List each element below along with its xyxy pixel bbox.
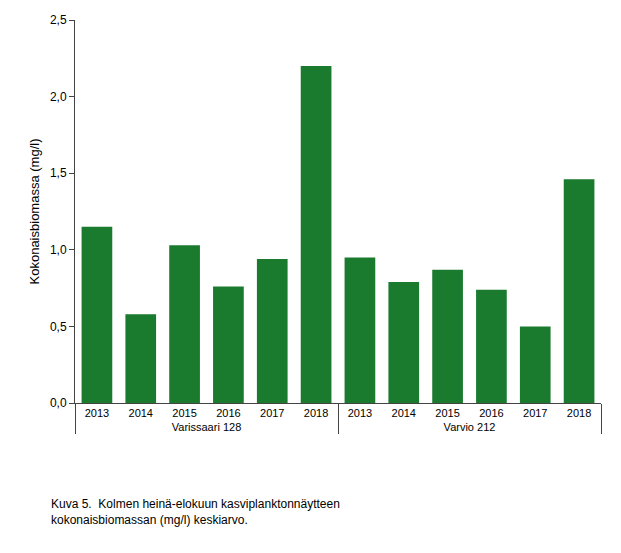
svg-text:Varvio 212: Varvio 212 bbox=[444, 421, 496, 433]
svg-text:0,5: 0,5 bbox=[50, 320, 67, 334]
svg-text:2017: 2017 bbox=[523, 407, 547, 419]
svg-text:2013: 2013 bbox=[85, 407, 109, 419]
svg-text:2018: 2018 bbox=[567, 407, 591, 419]
svg-text:2017: 2017 bbox=[260, 407, 284, 419]
svg-text:2,0: 2,0 bbox=[50, 90, 67, 104]
svg-text:0,0: 0,0 bbox=[50, 396, 67, 410]
svg-text:2016: 2016 bbox=[479, 407, 503, 419]
svg-text:2016: 2016 bbox=[216, 407, 240, 419]
svg-text:2014: 2014 bbox=[392, 407, 416, 419]
svg-text:1,5: 1,5 bbox=[50, 166, 67, 180]
svg-text:Kokonaisbiomassa (mg/l): Kokonaisbiomassa (mg/l) bbox=[27, 139, 42, 285]
svg-text:2015: 2015 bbox=[435, 407, 459, 419]
svg-text:1,0: 1,0 bbox=[50, 243, 67, 257]
svg-text:Varissaari 128: Varissaari 128 bbox=[172, 421, 242, 433]
svg-text:2,5: 2,5 bbox=[50, 13, 67, 27]
svg-text:2018: 2018 bbox=[304, 407, 328, 419]
svg-text:2013: 2013 bbox=[348, 407, 372, 419]
svg-text:Kuva 5. Kolmen heinä-elokuun: Kuva 5. Kolmen heinä-elokuun kasviplankt… bbox=[51, 497, 340, 527]
svg-text:2014: 2014 bbox=[129, 407, 153, 419]
svg-text:2015: 2015 bbox=[172, 407, 196, 419]
